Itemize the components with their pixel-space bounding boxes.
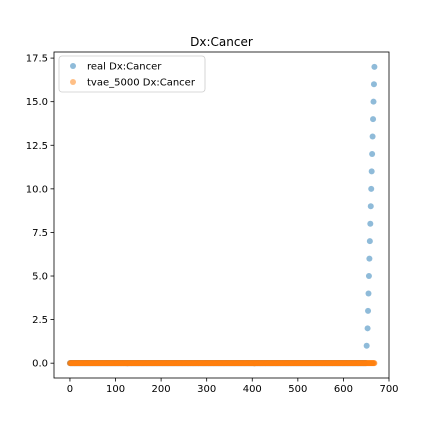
y-tick-label: 12.5 <box>26 141 48 152</box>
data-point <box>371 360 378 367</box>
legend-marker <box>70 79 76 85</box>
y-axis: 0.0 2.5 5.0 7.5 10.0 12.5 15.0 17.5 <box>26 54 54 370</box>
data-point <box>368 185 375 192</box>
data-point <box>366 238 373 245</box>
y-tick-label: 17.5 <box>26 54 48 65</box>
data-point <box>369 133 376 140</box>
legend-label: real Dx:Cancer <box>87 62 162 73</box>
data-point <box>368 168 375 175</box>
data-point <box>365 273 372 280</box>
y-tick-label: 15.0 <box>26 97 48 108</box>
x-tick-label: 0 <box>67 384 73 395</box>
data-point <box>370 81 377 88</box>
y-tick-label: 5.0 <box>32 272 48 283</box>
x-tick-label: 600 <box>334 384 353 395</box>
x-tick-label: 700 <box>379 384 398 395</box>
data-point <box>370 98 377 105</box>
y-tick-label: 2.5 <box>32 315 48 326</box>
data-point <box>370 116 377 123</box>
data-point <box>363 342 370 349</box>
x-tick-label: 200 <box>152 384 171 395</box>
legend-marker <box>70 63 76 69</box>
x-tick-label: 300 <box>197 384 216 395</box>
data-point <box>367 220 374 227</box>
x-tick-label: 100 <box>106 384 125 395</box>
chart-title: Dx:Cancer <box>190 35 253 49</box>
legend-box <box>58 55 206 93</box>
x-axis: 0 100 200 300 400 500 600 700 <box>67 378 399 395</box>
data-point <box>364 325 371 332</box>
legend: real Dx:Cancer tvae_5000 Dx:Cancer <box>58 55 206 93</box>
series-2 <box>66 360 378 367</box>
plot-area <box>66 63 378 367</box>
y-tick-label: 0.0 <box>32 359 48 370</box>
data-point <box>367 203 374 210</box>
axes-frame <box>53 51 390 379</box>
data-point <box>366 255 373 262</box>
legend-label: tvae_5000 Dx:Cancer <box>87 78 196 89</box>
y-tick-label: 7.5 <box>32 228 48 239</box>
x-tick-label: 400 <box>243 384 262 395</box>
data-point <box>365 307 372 314</box>
x-tick-label: 500 <box>288 384 307 395</box>
data-point <box>369 150 376 157</box>
data-point <box>365 290 372 297</box>
y-tick-label: 10.0 <box>26 184 48 195</box>
data-point <box>371 63 378 70</box>
